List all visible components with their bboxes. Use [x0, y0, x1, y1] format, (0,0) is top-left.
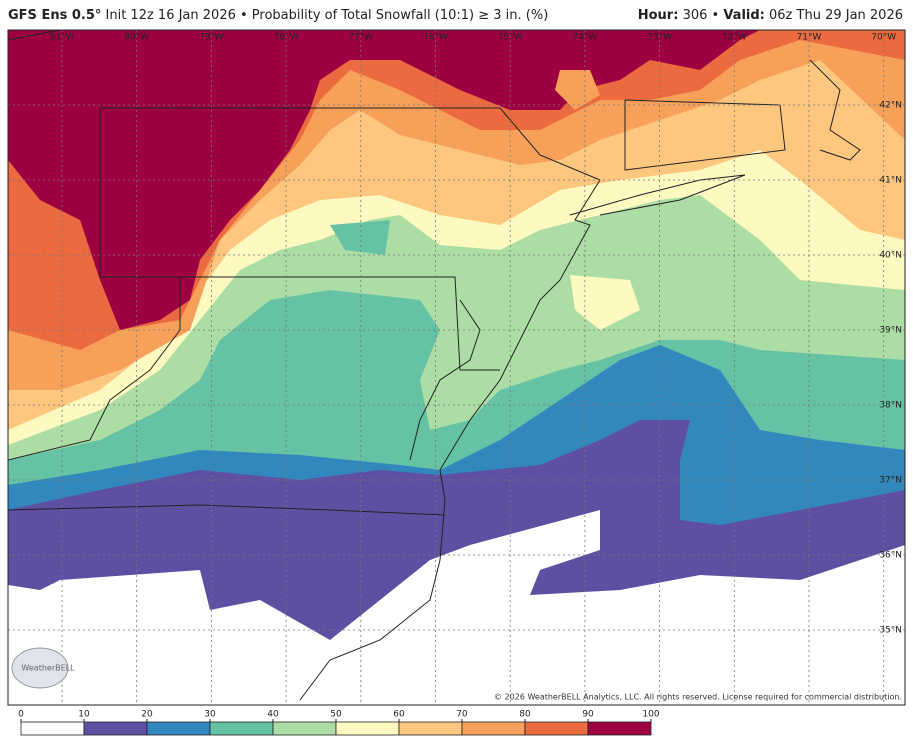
coastline — [299, 179, 601, 701]
colorbar-segment — [587, 721, 652, 736]
colorbar-segment — [335, 721, 400, 736]
colorbar-segment — [524, 721, 589, 736]
longitude-label: 76°W — [423, 33, 448, 43]
colorbar-label: 20 — [141, 710, 153, 720]
hour-label: Hour: — [637, 7, 679, 23]
longitude-label: 78°W — [274, 33, 299, 43]
model: GFS Ens 0.5° — [8, 7, 102, 23]
longitude-label: 79°W — [199, 33, 224, 43]
colorbar-segment — [83, 721, 148, 736]
logo: WeatherBELL — [11, 647, 75, 689]
colorbar-label: 30 — [204, 710, 216, 720]
colorbar-label: 100 — [642, 710, 659, 720]
snow-band — [555, 70, 600, 110]
colorbar-segment — [209, 721, 274, 736]
latitude-label: 39°N — [879, 326, 902, 336]
state-border — [100, 107, 601, 181]
longitude-label: 80°W — [124, 33, 149, 43]
header: GFS Ens 0.5° Init 12z 16 Jan 2026 • Prob… — [0, 0, 913, 30]
colorbar-label: 80 — [519, 710, 531, 720]
longitude-label: 81°W — [50, 33, 75, 43]
latitude-label: 35°N — [879, 626, 902, 636]
coastline — [409, 299, 481, 461]
valid: 06z Thu 29 Jan 2026 — [769, 7, 903, 23]
colorbar-label: 10 — [78, 710, 90, 720]
state-border — [99, 108, 500, 371]
latitude-label: 40°N — [879, 251, 902, 261]
map-frame — [7, 29, 906, 706]
colorbar-segment — [272, 721, 337, 736]
latitude-label: 41°N — [879, 176, 902, 186]
snow-band — [330, 220, 390, 255]
header-left: GFS Ens 0.5° Init 12z 16 Jan 2026 • Prob… — [0, 8, 548, 23]
logo-mark — [11, 647, 69, 689]
longitude-label: 73°W — [647, 33, 672, 43]
longitude-label: 77°W — [348, 33, 373, 43]
state-border — [8, 277, 181, 461]
snow-band — [570, 275, 640, 330]
latitude-label: 36°N — [879, 551, 902, 561]
colorbar-segment — [398, 721, 463, 736]
coastline — [569, 174, 746, 216]
product: Init 12z 16 Jan 2026 • Probability of To… — [105, 7, 549, 23]
state-border — [8, 30, 61, 41]
colorbar-segment — [20, 721, 85, 736]
longitude-label: 70°W — [871, 33, 896, 43]
coastline — [809, 59, 861, 161]
hour: 306 • — [682, 7, 720, 23]
colorbar-label: 70 — [456, 710, 468, 720]
colorbar-label: 90 — [582, 710, 594, 720]
latitude-label: 38°N — [879, 401, 902, 411]
colorbar-label: 0 — [18, 710, 24, 720]
latitude-label: 37°N — [879, 476, 902, 486]
borders — [8, 30, 861, 701]
longitude-label: 72°W — [722, 33, 747, 43]
colorbar-label: 60 — [393, 710, 405, 720]
longitude-label: 75°W — [498, 33, 523, 43]
state-border — [624, 99, 786, 171]
colorbar-segment — [146, 721, 211, 736]
colorbar-label: 50 — [330, 710, 342, 720]
colorbar-label: 40 — [267, 710, 279, 720]
snow-layers — [8, 30, 905, 705]
snow-band — [8, 30, 760, 330]
longitude-label: 74°W — [572, 33, 597, 43]
logo-text: WeatherBELL — [21, 664, 75, 673]
copyright: © 2026 WeatherBELL Analytics, LLC. All r… — [494, 693, 902, 702]
valid-label: Valid: — [723, 7, 765, 23]
header-right: Hour: 306 • Valid: 06z Thu 29 Jan 2026 — [638, 8, 913, 23]
latitude-label: 42°N — [879, 101, 902, 111]
longitude-label: 71°W — [797, 33, 822, 43]
colorbar-segment — [461, 721, 526, 736]
state-border — [8, 504, 446, 516]
